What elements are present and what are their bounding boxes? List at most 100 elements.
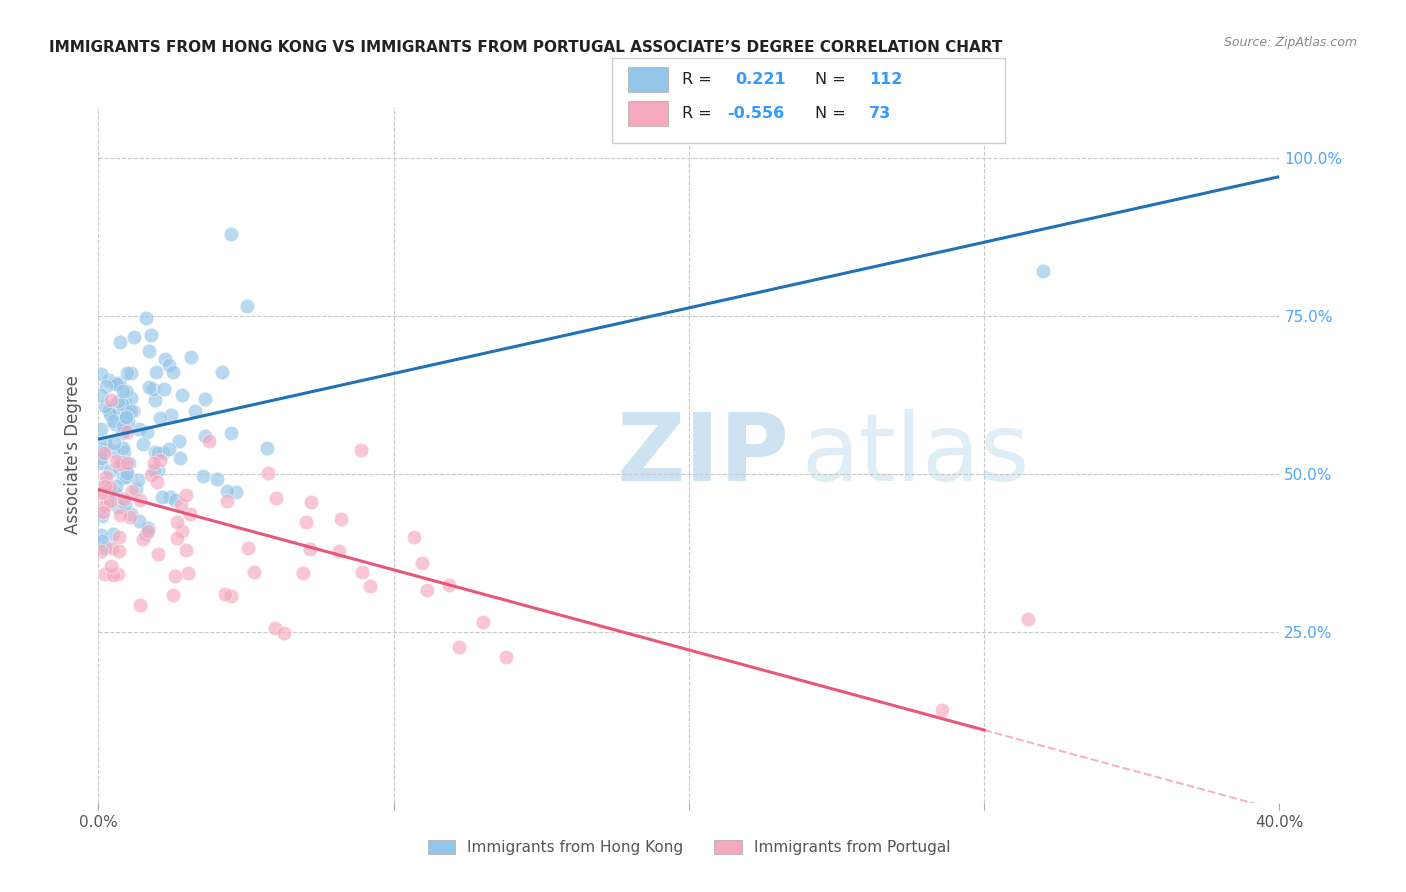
Point bbox=[107, 567, 129, 582]
Point bbox=[128, 514, 150, 528]
Point bbox=[145, 365, 167, 379]
Point bbox=[112, 471, 135, 485]
Point bbox=[93, 400, 115, 414]
Point bbox=[136, 521, 159, 535]
Point bbox=[101, 403, 124, 417]
Point bbox=[115, 425, 138, 439]
Point bbox=[115, 384, 138, 398]
Point bbox=[136, 524, 159, 538]
Point bbox=[149, 411, 172, 425]
Point bbox=[152, 446, 174, 460]
Point bbox=[138, 380, 160, 394]
Point bbox=[108, 334, 131, 349]
Point bbox=[159, 490, 181, 504]
Point bbox=[141, 328, 163, 343]
Point bbox=[179, 507, 201, 521]
Point bbox=[90, 456, 112, 470]
Point bbox=[111, 425, 134, 440]
Point bbox=[104, 417, 127, 431]
Point bbox=[115, 466, 138, 480]
Point bbox=[495, 650, 517, 665]
Point bbox=[111, 455, 134, 469]
Point bbox=[90, 508, 112, 523]
Point bbox=[120, 404, 142, 418]
Text: 0.221: 0.221 bbox=[735, 72, 786, 87]
Point bbox=[159, 408, 181, 422]
Point bbox=[108, 530, 131, 544]
Point bbox=[93, 484, 115, 499]
Point bbox=[198, 434, 221, 448]
Legend: Immigrants from Hong Kong, Immigrants from Portugal: Immigrants from Hong Kong, Immigrants fr… bbox=[422, 833, 956, 862]
Point bbox=[90, 450, 112, 465]
Point bbox=[330, 511, 353, 525]
Point bbox=[176, 566, 198, 580]
Text: N =: N = bbox=[815, 106, 846, 120]
Point bbox=[114, 409, 136, 424]
Point bbox=[128, 422, 150, 436]
Point bbox=[263, 621, 285, 635]
Point bbox=[98, 373, 121, 387]
Point bbox=[242, 565, 264, 579]
Point bbox=[120, 366, 142, 380]
Point bbox=[98, 480, 121, 494]
Point bbox=[136, 425, 159, 440]
Point bbox=[471, 615, 494, 630]
Point bbox=[120, 391, 142, 405]
Point bbox=[108, 376, 131, 390]
Point bbox=[97, 403, 120, 417]
Point bbox=[100, 541, 122, 556]
Point bbox=[166, 531, 188, 545]
Text: 112: 112 bbox=[869, 72, 903, 87]
Text: R =: R = bbox=[682, 106, 711, 120]
Point bbox=[111, 442, 134, 456]
Point bbox=[132, 533, 155, 547]
Point bbox=[94, 435, 117, 450]
Point bbox=[120, 509, 142, 524]
Point bbox=[219, 425, 242, 440]
Point bbox=[104, 479, 127, 493]
Point bbox=[143, 392, 166, 407]
Point bbox=[180, 351, 202, 365]
Point bbox=[150, 490, 173, 504]
Point bbox=[219, 589, 242, 603]
Point bbox=[135, 526, 157, 541]
Point bbox=[294, 515, 316, 529]
Point bbox=[93, 499, 115, 513]
Point bbox=[359, 579, 381, 593]
Point bbox=[114, 396, 136, 410]
Point bbox=[90, 388, 112, 402]
Point bbox=[170, 498, 193, 512]
Point bbox=[94, 476, 117, 491]
Point bbox=[416, 583, 439, 598]
Text: N =: N = bbox=[815, 72, 846, 87]
Point bbox=[90, 486, 112, 500]
Point bbox=[162, 365, 184, 379]
Point bbox=[98, 493, 121, 508]
Point bbox=[214, 587, 236, 601]
Point bbox=[129, 598, 152, 612]
Text: -0.556: -0.556 bbox=[727, 106, 785, 120]
Point bbox=[111, 397, 134, 411]
Point bbox=[157, 442, 180, 457]
Point bbox=[90, 528, 112, 542]
Point bbox=[194, 392, 217, 407]
Point bbox=[103, 568, 125, 582]
Point bbox=[184, 404, 207, 418]
Point bbox=[139, 467, 162, 482]
Point bbox=[350, 442, 373, 457]
Point bbox=[193, 469, 215, 483]
Point bbox=[101, 527, 124, 541]
Point bbox=[98, 407, 121, 421]
Point bbox=[167, 434, 190, 448]
Point bbox=[90, 445, 112, 459]
Point bbox=[118, 456, 141, 470]
Point bbox=[127, 473, 149, 487]
Text: R =: R = bbox=[682, 72, 711, 87]
Point bbox=[100, 392, 122, 407]
Point bbox=[148, 446, 170, 460]
Point bbox=[125, 482, 148, 496]
Point bbox=[153, 382, 176, 396]
Point bbox=[292, 566, 315, 581]
Point bbox=[205, 472, 228, 486]
Point bbox=[108, 544, 131, 558]
